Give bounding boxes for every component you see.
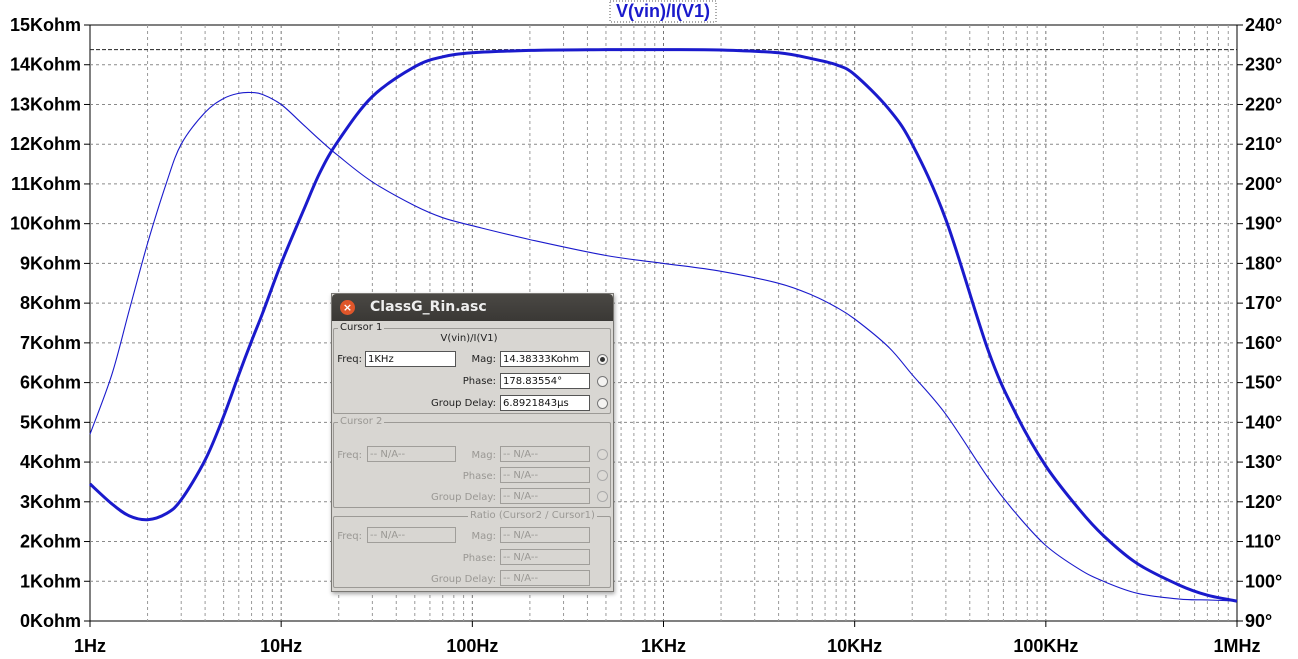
x-tick-label: 1KHz — [641, 636, 686, 656]
left-tick-label: 6Kohm — [20, 373, 81, 393]
ratio-freq-field: -- N/A-- — [367, 527, 456, 543]
cursor1-freq-label: Freq: — [337, 354, 362, 365]
right-tick-label: 150° — [1245, 373, 1282, 393]
cursor1-gd-radio[interactable] — [597, 398, 608, 409]
right-tick-label: 180° — [1245, 253, 1282, 273]
cursor2-mag-radio — [597, 449, 608, 460]
right-tick-label: 120° — [1245, 492, 1282, 512]
plot-traces — [88, 48, 1238, 603]
right-tick-label: 140° — [1245, 412, 1282, 432]
dialog-titlebar[interactable]: × ClassG_Rin.asc — [332, 294, 613, 321]
right-tick-label: 110° — [1245, 532, 1281, 552]
cursor-dialog[interactable]: × ClassG_Rin.asc Cursor 1 V(vin)/I(V1) F… — [331, 293, 614, 592]
ratio-mag-label: Mag: — [471, 531, 496, 542]
cursor1-phase-radio[interactable] — [597, 376, 608, 387]
ratio-group: Ratio (Cursor2 / Cursor1) Freq: -- N/A--… — [333, 510, 611, 588]
cursor2-phase-label: Phase: — [462, 471, 496, 482]
ratio-gd-field: -- N/A-- — [500, 570, 590, 586]
ratio-phase-field: -- N/A-- — [500, 549, 590, 565]
trace-title-box — [609, 0, 717, 23]
right-tick-label: 190° — [1245, 214, 1282, 234]
left-tick-label: 14Kohm — [10, 55, 81, 75]
cursor1-mag-label: Mag: — [471, 354, 496, 365]
cursor2-mag-label: Mag: — [471, 450, 496, 461]
cursor2-phase-radio — [597, 470, 608, 481]
left-tick-label: 1Kohm — [20, 571, 81, 591]
cursor2-group: Cursor 2 Freq: -- N/A-- Mag: -- N/A-- Ph… — [333, 416, 611, 508]
x-tick-label: 100KHz — [1013, 636, 1078, 656]
cursor2-label: Cursor 2 — [338, 416, 385, 427]
cursor1-mag-radio[interactable] — [597, 354, 608, 365]
cursor2-freq-field: -- N/A-- — [367, 446, 456, 462]
cursor1-trace: V(vin)/I(V1) — [440, 333, 498, 344]
ratio-label: Ratio (Cursor2 / Cursor1) — [468, 510, 597, 521]
right-tick-label: 170° — [1245, 293, 1282, 313]
left-tick-label: 10Kohm — [10, 214, 81, 234]
left-tick-label: 8Kohm — [20, 293, 81, 313]
magnitude-trace — [88, 48, 1238, 603]
ratio-gd-label: Group Delay: — [431, 574, 496, 585]
right-tick-label: 240° — [1245, 15, 1282, 35]
right-tick-label: 220° — [1245, 94, 1282, 114]
right-tick-label: 200° — [1245, 174, 1282, 194]
left-tick-label: 9Kohm — [20, 253, 81, 273]
plot-grid — [89, 24, 1238, 622]
left-tick-label: 2Kohm — [20, 532, 81, 552]
cursor2-phase-field: -- N/A-- — [500, 467, 590, 483]
cursor2-gd-field: -- N/A-- — [500, 488, 590, 504]
left-tick-label: 15Kohm — [10, 15, 81, 35]
left-tick-label: 5Kohm — [20, 412, 81, 432]
trace-title[interactable]: V(vin)/I(V1) — [616, 1, 710, 21]
cursor2-mag-field: -- N/A-- — [500, 446, 590, 462]
dialog-title: ClassG_Rin.asc — [370, 299, 487, 315]
left-tick-label: 3Kohm — [20, 492, 81, 512]
ratio-phase-label: Phase: — [462, 553, 496, 564]
left-tick-label: 0Kohm — [20, 611, 81, 631]
cursor1-label: Cursor 1 — [338, 322, 385, 333]
left-tick-label: 12Kohm — [10, 134, 81, 154]
cursor1-phase-label: Phase: — [462, 376, 496, 387]
right-tick-label: 100° — [1245, 571, 1282, 591]
left-tick-label: 11Kohm — [11, 174, 81, 194]
cursor1-mag-field[interactable]: 14.38333Kohm — [500, 351, 590, 367]
right-tick-label: 90° — [1245, 611, 1272, 631]
x-tick-label: 1Hz — [74, 636, 106, 656]
x-tick-label: 1MHz — [1213, 636, 1260, 656]
x-tick-label: 100Hz — [446, 636, 498, 656]
x-tick-label: 10Hz — [260, 636, 302, 656]
cursor1-gd-field[interactable]: 6.8921843µs — [500, 395, 590, 411]
axis-ticks: 0Kohm 1Kohm 2Kohm 3Kohm 4Kohm 5Kohm 6Kohm 7Kohm… — [10, 15, 1282, 656]
cursor2-freq-label: Freq: — [337, 450, 362, 461]
cursor1-phase-field[interactable]: 178.83554° — [500, 373, 590, 389]
cursor2-gd-label: Group Delay: — [431, 492, 496, 503]
ratio-mag-field: -- N/A-- — [500, 527, 590, 543]
cursor2-gd-radio — [597, 491, 608, 502]
right-tick-label: 230° — [1245, 55, 1282, 75]
right-tick-label: 210° — [1245, 134, 1282, 154]
right-tick-label: 160° — [1245, 333, 1282, 353]
ratio-freq-label: Freq: — [337, 531, 362, 542]
close-icon[interactable]: × — [340, 300, 355, 315]
cursor1-gd-label: Group Delay: — [431, 398, 496, 409]
cursor1-freq-field[interactable]: 1KHz — [365, 351, 456, 367]
left-tick-label: 13Kohm — [10, 94, 81, 114]
cursor1-group: Cursor 1 V(vin)/I(V1) Freq: 1KHz Mag: 14… — [333, 322, 611, 414]
x-tick-label: 10KHz — [827, 636, 882, 656]
left-tick-label: 7Kohm — [20, 333, 81, 353]
right-tick-label: 130° — [1245, 452, 1282, 472]
phase-trace — [89, 91, 1238, 602]
left-tick-label: 4Kohm — [20, 452, 81, 472]
